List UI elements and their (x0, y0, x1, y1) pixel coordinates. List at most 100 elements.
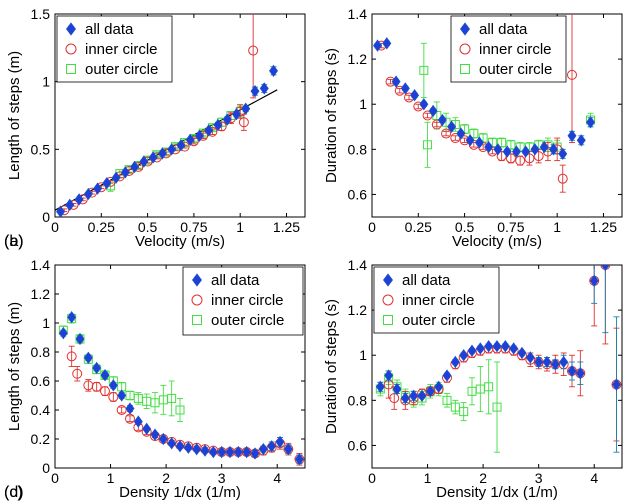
data-point-diamond (447, 120, 457, 133)
data-point-diamond (75, 332, 85, 346)
data-point-diamond (167, 437, 177, 450)
data-point-diamond (222, 113, 232, 126)
data-point-diamond (511, 145, 521, 158)
legend-marker-square (460, 64, 470, 74)
data-point-diamond (242, 445, 252, 459)
legend: all data inner circle outer circle (450, 15, 567, 83)
panel-label: (b) (4, 233, 24, 250)
data-point-square (492, 402, 502, 412)
data-point-circle (524, 153, 535, 164)
x-axis-label: Density 1/dx (1/m) (119, 484, 241, 501)
data-point-diamond (158, 432, 168, 446)
legend-label: outer circle (402, 312, 475, 329)
data-point-square (450, 402, 460, 412)
data-point-square (484, 382, 494, 392)
data-point-diamond (465, 134, 475, 147)
data-point-square (459, 407, 469, 417)
x-tick-label: 4 (273, 470, 281, 486)
legend-marker-diamond (460, 22, 470, 36)
data-point-diamond (175, 440, 185, 453)
data-point-circle (91, 381, 102, 392)
x-tick-label: 0 (51, 219, 59, 235)
data-point-diamond (475, 342, 485, 355)
data-point-diamond (502, 145, 512, 158)
x-axis-label: Density 1/dx (1/m) (436, 484, 558, 501)
data-point-diamond (474, 136, 484, 149)
data-point-diamond (92, 361, 102, 375)
data-point-circle (515, 155, 526, 166)
plot-area (373, 14, 596, 193)
data-point-diamond (484, 140, 494, 154)
data-point-diamond (534, 355, 544, 369)
data-point-diamond (250, 447, 260, 460)
legend: all data inner circle outer circle (56, 15, 173, 83)
y-tick-label: 0.8 (348, 141, 368, 157)
x-tick-label: 3 (535, 470, 543, 486)
data-point-diamond (542, 355, 552, 369)
y-tick-label: 1 (359, 96, 367, 112)
data-point-diamond (83, 187, 93, 201)
legend-box (182, 266, 304, 336)
y-tick-label: 1.4 (31, 257, 51, 273)
data-point-diamond (589, 274, 599, 287)
data-point-square (175, 405, 185, 415)
data-point-circle (567, 69, 577, 80)
legend-marker-square (192, 315, 202, 325)
data-point-square (469, 129, 479, 139)
data-point-diamond (250, 84, 260, 98)
data-point-diamond (550, 358, 560, 371)
chart-panel-c: 0 1 2 3 4 0 0.2 0.4 0.6 0.8 1 1.2 1.4 Density 1/dx (1… (4, 257, 306, 501)
x-tick-label: 1.25 (273, 219, 300, 235)
data-point-diamond (467, 344, 477, 357)
legend-marker-square (383, 315, 393, 325)
data-point-diamond (382, 37, 392, 50)
data-point-circle (238, 117, 249, 128)
data-point-diamond (74, 193, 84, 206)
data-point-diamond (108, 379, 118, 392)
y-tick-label: 0.6 (348, 437, 368, 453)
data-point-diamond (434, 380, 444, 393)
legend: all data inner circle outer circle (182, 266, 304, 336)
data-point-diamond (450, 355, 460, 369)
legend-label: outer circle (479, 61, 552, 78)
data-point-diamond (139, 155, 149, 168)
legend-marker-diamond (383, 273, 393, 287)
y-axis-label: Length of steps (m) (6, 302, 23, 431)
data-point-diamond (267, 440, 277, 453)
data-point-diamond (133, 415, 143, 428)
y-tick-label: 0 (42, 460, 50, 476)
data-point-square (167, 393, 177, 403)
y-tick-label: 0.4 (31, 402, 51, 418)
data-point-diamond (192, 442, 202, 456)
x-axis-label: Velocity (m/s) (135, 233, 225, 250)
x-tick-label: 1.25 (590, 219, 617, 235)
panel-label: (a) (4, 233, 24, 250)
data-point-diamond (125, 402, 135, 415)
data-point-diamond (120, 166, 130, 179)
data-point-diamond (419, 98, 429, 111)
data-point-circle (100, 386, 110, 397)
data-point-diamond (558, 147, 568, 161)
legend-label: inner circle (211, 292, 284, 309)
data-point-diamond (117, 389, 127, 402)
data-point-diamond (428, 104, 438, 118)
data-point-diamond (83, 351, 93, 364)
y-tick-label: 1.2 (348, 51, 368, 67)
data-point-diamond (130, 160, 140, 174)
data-point-square (506, 140, 516, 150)
data-point-diamond (417, 389, 427, 403)
data-point-diamond (231, 107, 241, 121)
data-point-diamond (539, 140, 549, 154)
data-point-diamond (456, 127, 466, 140)
data-point-diamond (217, 445, 227, 459)
data-point-diamond (559, 355, 569, 369)
data-point-diamond (409, 389, 419, 403)
chart-panel-d: 0 1 2 3 4 0.6 0.8 1 1.2 1.4 Density 1/dx (1/m) Dura… (4, 257, 623, 501)
data-point-circle (505, 153, 516, 164)
data-point-diamond (150, 428, 160, 441)
x-tick-label: 0.5 (455, 219, 475, 235)
data-point-diamond (492, 340, 502, 353)
data-point-diamond (167, 143, 177, 156)
data-point-diamond (194, 129, 204, 142)
legend-label: outer circle (85, 61, 158, 78)
